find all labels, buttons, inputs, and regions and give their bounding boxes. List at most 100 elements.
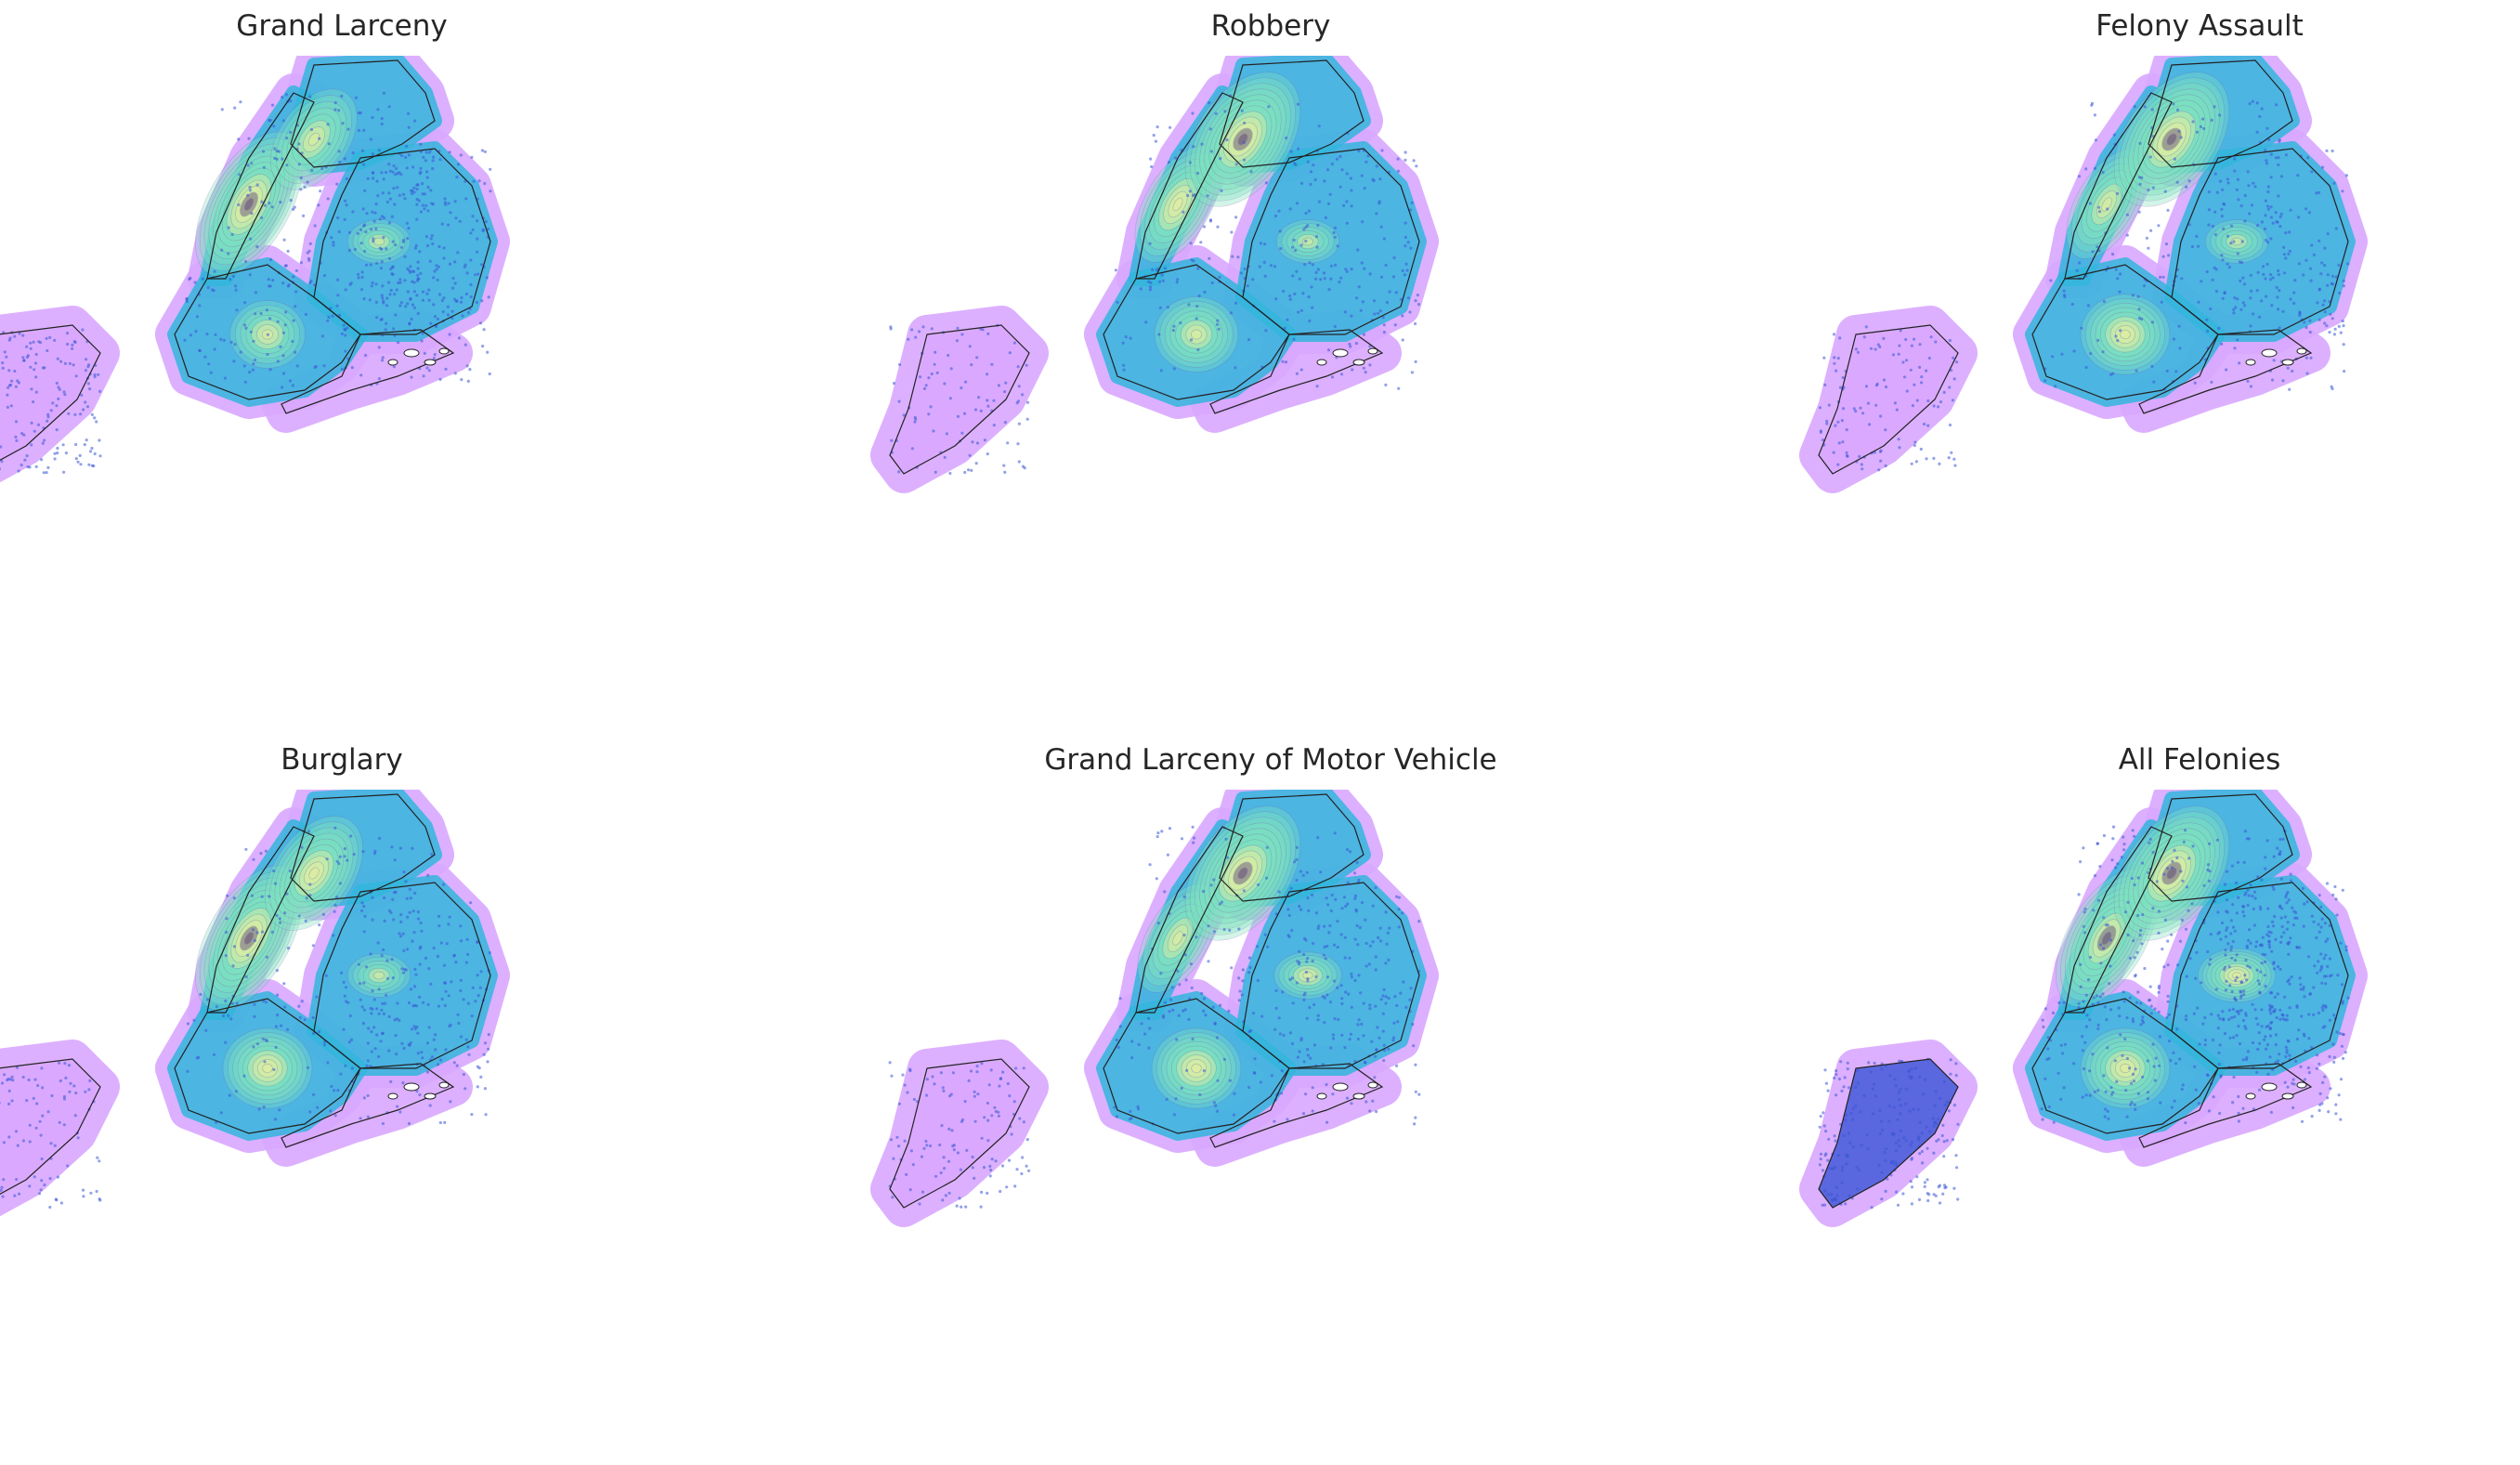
crime-point (318, 923, 321, 927)
crime-point (1395, 895, 1399, 898)
crime-point (1841, 1165, 1845, 1169)
crime-point (34, 390, 38, 394)
crime-point (205, 333, 209, 336)
panel-all-felonies: All Felonies (1735, 734, 2520, 1458)
borough-boundary (2148, 59, 2293, 168)
crime-point (0, 1188, 3, 1192)
crime-point (1154, 139, 1157, 143)
crime-point (46, 415, 50, 419)
crime-point (239, 350, 242, 354)
crime-point (66, 332, 70, 335)
crime-point (1172, 324, 1176, 328)
crime-point (1387, 1047, 1391, 1051)
crime-point (2265, 126, 2269, 130)
crime-point (2093, 874, 2097, 878)
crime-point (931, 1075, 934, 1079)
crime-point (2286, 1085, 2290, 1089)
crime-point (2134, 974, 2137, 977)
crime-point (2287, 952, 2291, 956)
crime-point (1845, 1162, 1848, 1166)
crime-point (2138, 141, 2142, 145)
kde-contour (235, 920, 263, 957)
crime-point (1273, 214, 1278, 218)
crime-point (273, 1118, 278, 1121)
crime-point (55, 404, 59, 408)
crime-point (1262, 260, 1266, 264)
crime-point (421, 332, 424, 335)
crime-point (1338, 185, 1342, 189)
crime-point (454, 961, 458, 964)
crime-point (79, 412, 83, 416)
crime-point (342, 980, 346, 984)
borough-boundary (1219, 793, 1364, 902)
crime-point (1357, 974, 1361, 977)
crime-point (1161, 279, 1165, 282)
crime-point (232, 360, 236, 363)
crime-point (1371, 904, 1375, 908)
crime-point (366, 1041, 370, 1045)
crime-point (2233, 929, 2237, 933)
crime-point (2308, 267, 2313, 270)
borough-boundary (1219, 59, 1364, 168)
crime-point (311, 1015, 315, 1020)
crime-point (1328, 923, 1332, 928)
crime-point (963, 1100, 967, 1104)
crime-point (403, 279, 407, 282)
crime-point (2265, 294, 2268, 298)
crime-point (1306, 976, 1310, 981)
crime-point (373, 1047, 377, 1051)
crime-point (380, 954, 384, 958)
crime-point (1323, 924, 1326, 928)
crime-point (307, 830, 311, 833)
crime-point (1835, 1069, 1838, 1073)
crime-point (34, 375, 38, 379)
crime-point (249, 330, 253, 334)
crime-point (2251, 99, 2254, 103)
crime-point (433, 315, 437, 319)
crime-point (347, 1040, 351, 1044)
crime-point (280, 1024, 283, 1027)
kde-contour (1208, 833, 1277, 913)
crime-point (1857, 1168, 1861, 1172)
crime-point (1822, 1124, 1826, 1128)
crime-point (1130, 1040, 1134, 1043)
crime-point (2185, 885, 2189, 889)
crime-point (1003, 421, 1007, 425)
crime-point (2237, 1111, 2240, 1115)
crime-point (383, 919, 386, 922)
crime-point (2059, 1097, 2063, 1101)
crime-point (1350, 268, 1353, 271)
crime-point (342, 323, 346, 327)
crime-point (1384, 263, 1388, 268)
crime-point (1408, 998, 1412, 1001)
crime-point (1887, 1119, 1891, 1123)
crime-point (1924, 1078, 1927, 1081)
crime-point (2278, 289, 2281, 293)
crime-point (1212, 878, 1216, 882)
crime-point (440, 997, 444, 1001)
crime-point (1414, 1090, 1417, 1093)
crime-point (347, 230, 352, 234)
crime-point (1306, 1048, 1310, 1052)
crime-point (2272, 1010, 2276, 1014)
crime-point (476, 250, 479, 254)
crime-point (2237, 1094, 2240, 1099)
crime-point (2268, 1034, 2273, 1038)
crime-point (1947, 1109, 1951, 1113)
crime-point (406, 302, 410, 306)
crime-point (1880, 1171, 1884, 1174)
crime-point (1182, 934, 1186, 937)
crime-point (1376, 1026, 1379, 1029)
crime-point (1333, 235, 1337, 239)
crime-point (411, 1004, 415, 1008)
crime-point (1243, 267, 1247, 271)
crime-point (2096, 338, 2100, 342)
crime-point (452, 953, 456, 957)
crime-point (2136, 294, 2140, 298)
crime-point (935, 371, 939, 374)
crime-point (2239, 204, 2243, 208)
crime-point (387, 163, 391, 166)
crime-point (2088, 1018, 2092, 1022)
crime-point (1012, 341, 1016, 345)
crime-point (1147, 1046, 1151, 1050)
